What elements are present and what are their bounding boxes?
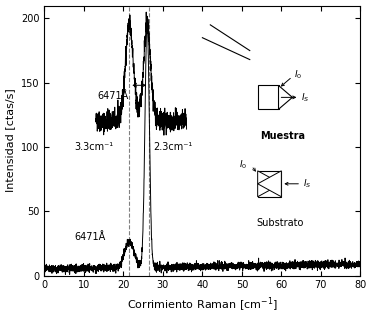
Text: 6471Å: 6471Å — [98, 91, 129, 100]
Text: 6471Å: 6471Å — [74, 232, 105, 242]
Text: 3.3cm⁻¹: 3.3cm⁻¹ — [74, 142, 113, 152]
X-axis label: Corrimiento Raman [cm$^{-1}$]: Corrimiento Raman [cm$^{-1}$] — [127, 296, 278, 315]
Y-axis label: Intensidad [ctas/s]: Intensidad [ctas/s] — [6, 89, 16, 192]
Text: 2.3cm⁻¹: 2.3cm⁻¹ — [153, 142, 192, 152]
Text: Muestra: Muestra — [260, 131, 305, 141]
Text: Substrato: Substrato — [256, 218, 304, 228]
